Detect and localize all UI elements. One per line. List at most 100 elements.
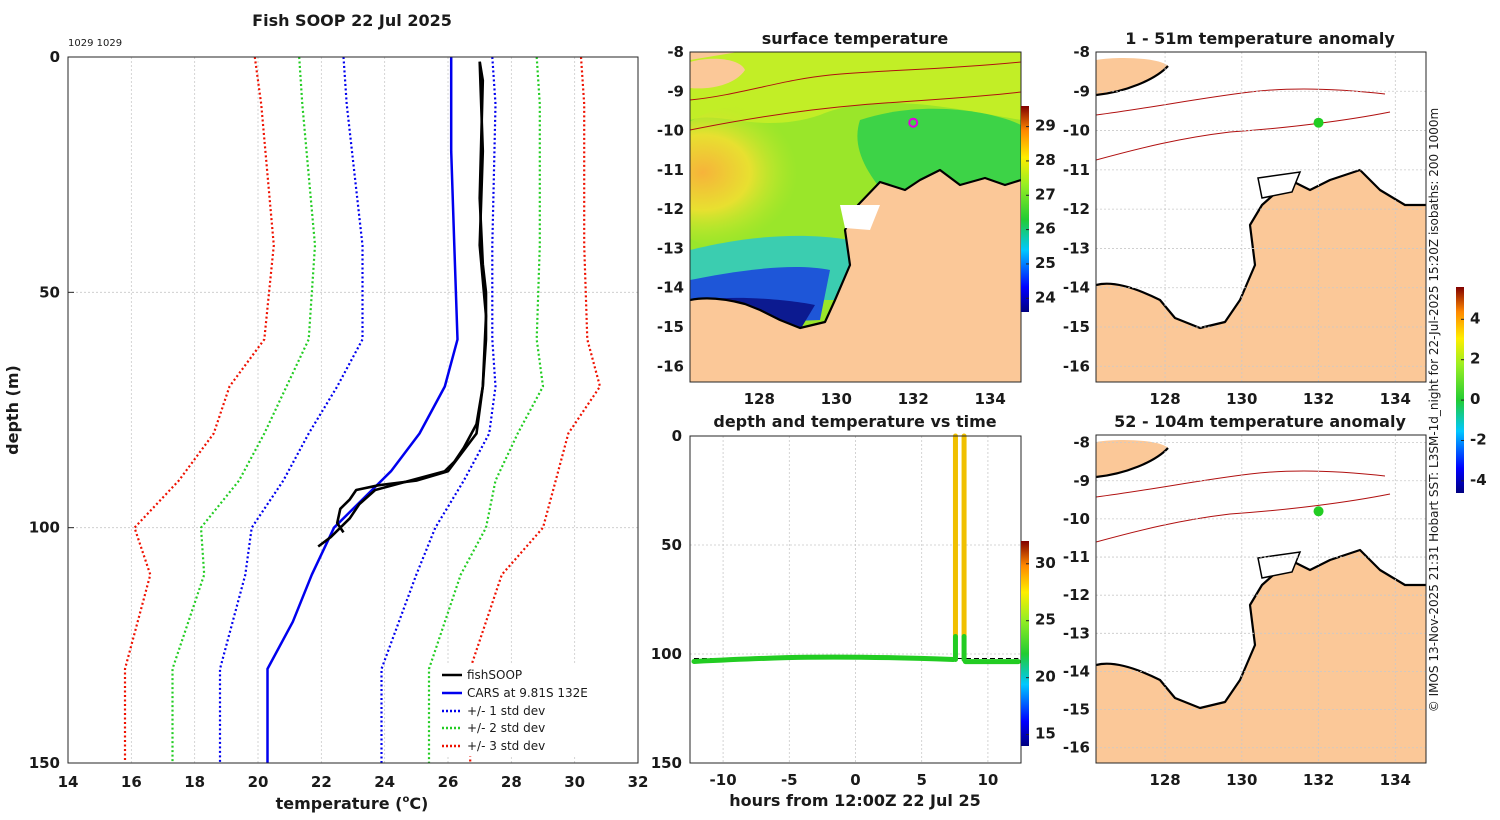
- time-series-colorbar-tick-label: 25: [1035, 611, 1056, 629]
- sst-lat-tick-label: -11: [657, 161, 684, 179]
- anomaly-map-1-x-ticks: 128 130 132 134: [1149, 390, 1411, 408]
- anomaly-map-2-marker: [1313, 506, 1324, 517]
- profile-panel: Fish SOOP 22 Jul 2025 1029 1029 14 16 18 20…: [3, 11, 648, 813]
- fishsoop-up-line: [335, 61, 488, 534]
- std2-lower-line: [171, 56, 317, 763]
- anomaly-map-1-isobath-1000: [1096, 88, 1386, 116]
- sst-lat-tick-label: -14: [657, 279, 684, 297]
- time-series-colorbar-ticks: 15 20 25 30: [1026, 554, 1056, 743]
- profile-x-ticks: 14 16 18 20 22 24 26 28 30 32: [58, 773, 649, 791]
- sst-lat-tick-label: -16: [657, 357, 684, 375]
- anomaly-colorbar-tick-label: -4: [1470, 471, 1487, 489]
- profile-y-tick-label: 100: [29, 519, 60, 537]
- time-series-colorbar: [1021, 541, 1029, 746]
- anom1-lat-tick-label: -10: [1063, 122, 1090, 140]
- time-series-bottom-track: [691, 654, 956, 664]
- sst-y-ticks: -8 -9 -10 -11 -12 -13 -14 -15 -16: [657, 43, 684, 375]
- anom1-lon-tick-label: 132: [1303, 390, 1334, 408]
- anom2-lat-tick-label: -13: [1063, 624, 1090, 642]
- anom2-lat-tick-label: -9: [1073, 472, 1090, 490]
- profile-x-tick-label: 30: [564, 773, 585, 791]
- anomaly-map-1-image: [1096, 52, 1426, 382]
- sst-map-title: surface temperature: [762, 29, 949, 48]
- time-series-y-tick-label: 150: [651, 754, 682, 772]
- anom1-lon-tick-label: 128: [1149, 390, 1180, 408]
- profile-annotation: 1029 1029: [68, 38, 122, 49]
- profile-x-label: temperature (oC): [276, 794, 429, 813]
- time-series-colorbar-tick-label: 30: [1035, 554, 1056, 572]
- time-series-x-tick-label: 5: [916, 771, 926, 789]
- sst-lon-tick-label: 132: [898, 390, 929, 408]
- sst-colorbar: [1021, 106, 1029, 312]
- anom1-lon-tick-label: 130: [1226, 390, 1257, 408]
- sst-colorbar-tick-label: 25: [1035, 254, 1056, 272]
- anomaly-map-2-land-north: [1096, 440, 1168, 477]
- anom1-lat-tick-label: -14: [1063, 279, 1090, 297]
- legend-box: [436, 663, 614, 757]
- time-series-y-ticks: 0 50 100 150: [651, 427, 682, 772]
- anom2-lat-tick-label: -15: [1063, 701, 1090, 719]
- sst-map-image: [690, 52, 1021, 382]
- sst-warm-patch: [690, 105, 845, 255]
- anomaly-map-2-frame: [1095, 434, 1427, 764]
- anomaly-map-2-isobath-200: [1096, 493, 1391, 543]
- profile-legend: fishSOOP CARS at 9.81S 132E +/- 1 std de…: [436, 663, 614, 757]
- profile-series: [123, 56, 602, 763]
- time-series-gridlines: [690, 435, 1021, 764]
- sst-lat-tick-label: -8: [667, 43, 684, 61]
- profile-x-tick-label: 26: [438, 773, 459, 791]
- sst-map-marker: [908, 117, 919, 128]
- profile-y-tick-label: 50: [39, 283, 60, 301]
- anomaly-map-2-title: 52 - 104m temperature anomaly: [1114, 412, 1406, 431]
- anomaly-map-1-coast-north: [1096, 65, 1169, 97]
- anomaly-map-1-gridlines: [1096, 52, 1426, 382]
- anom2-lat-tick-label: -11: [1063, 548, 1090, 566]
- time-series-y-tick-label: 100: [651, 645, 682, 663]
- time-series-x-tick-label: 0: [850, 771, 860, 789]
- anomaly-map-2-coast-north: [1096, 447, 1169, 479]
- std1-lower-line: [218, 56, 364, 763]
- anomaly-map-1-coastline: [1096, 168, 1426, 330]
- sst-lat-tick-label: -12: [657, 200, 684, 218]
- anomaly-map-2-coastline: [1096, 548, 1426, 710]
- anom2-lat-tick-label: -8: [1073, 434, 1090, 452]
- anomaly-colorbar-ticks: 4 2 0 -2 -4: [1461, 309, 1487, 489]
- anomaly-map-1-title: 1 - 51m temperature anomaly: [1125, 29, 1395, 48]
- anom2-lon-tick-label: 128: [1149, 771, 1180, 789]
- anomaly-colorbar-tick-label: 2: [1470, 350, 1480, 368]
- anom1-lon-tick-label: 134: [1380, 390, 1411, 408]
- time-series-colorbar-tick-label: 20: [1035, 668, 1056, 686]
- time-series-colorbar-tick-label: 15: [1035, 725, 1056, 743]
- sst-colorbar-tick-label: 26: [1035, 220, 1056, 238]
- sst-lon-tick-label: 130: [821, 390, 852, 408]
- profile-gridlines: [67, 56, 639, 764]
- std2-upper-line: [427, 56, 545, 763]
- anomaly-map-1-bay: [1257, 171, 1302, 199]
- anomaly-map-1-panel: 1 - 51m temperature anomaly 128 130 132 134…: [1063, 29, 1427, 408]
- sst-colorbar-tick-label: 28: [1035, 151, 1056, 169]
- profile-y-ticks: 0 50 100 150: [29, 48, 60, 772]
- sst-colorbar-tick-label: 29: [1035, 117, 1056, 135]
- anomaly-map-2-gridlines: [1096, 435, 1426, 763]
- sst-lat-tick-label: -13: [657, 239, 684, 257]
- sst-colorbar-ticks: 24 25 26 27 28 29: [1026, 117, 1056, 306]
- time-series-y-tick-label: 0: [672, 427, 682, 445]
- anomaly-map-1-y-ticks: -8 -9 -10 -11 -12 -13 -14 -15 -16: [1063, 43, 1090, 375]
- anomaly-map-2-y-ticks: -8 -9 -10 -11 -12 -13 -14 -15 -16: [1063, 434, 1090, 757]
- anomaly-map-2-image: [1096, 435, 1426, 763]
- sst-isobath-200: [690, 91, 1021, 131]
- sst-land-north: [690, 52, 745, 89]
- anom2-lat-tick-label: -10: [1063, 510, 1090, 528]
- anom2-lat-tick-label: -14: [1063, 662, 1090, 680]
- anomaly-map-2-land-south: [1096, 550, 1426, 763]
- profile-x-tick-label: 22: [311, 773, 332, 791]
- sst-x-ticks: 128 130 132 134: [744, 390, 1006, 408]
- profile-x-tick-label: 16: [121, 773, 142, 791]
- anomaly-map-1-land-south: [1096, 170, 1426, 382]
- fishsoop-down-line: [317, 61, 488, 548]
- legend-label-std3: +/- 3 std dev: [467, 739, 545, 753]
- sst-map-panel: surface temperature 128 130 132 134 -8 -9 -10…: [657, 29, 1056, 408]
- time-series-x-tick-label: 10: [977, 771, 998, 789]
- anomaly-map-2-panel: 52 - 104m temperature anomaly 128 130 132 1…: [1063, 412, 1427, 789]
- time-series-panel: depth and temperature vs time -10 -5 0 5 10 …: [651, 412, 1056, 810]
